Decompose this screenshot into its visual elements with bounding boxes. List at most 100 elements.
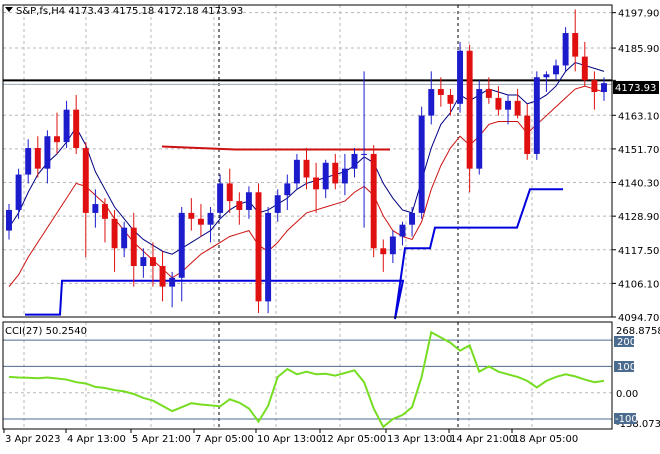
- candle-body[interactable]: [6, 209, 12, 231]
- price-tick-label: 4163.10: [618, 111, 659, 122]
- cci-level-100-text: 100: [617, 362, 636, 373]
- current-price-tag: [613, 81, 659, 94]
- candle-body[interactable]: [149, 257, 156, 266]
- candle-body[interactable]: [217, 183, 224, 213]
- candle-body[interactable]: [581, 56, 588, 81]
- level-layer: [3, 79, 612, 85]
- candle-layer: [6, 9, 607, 314]
- candle-body[interactable]: [476, 89, 483, 169]
- cci-level-m100-text: -100: [615, 414, 638, 425]
- candle-body[interactable]: [524, 115, 531, 154]
- time-tick-label: 5 Apr 21:00: [132, 434, 191, 445]
- time-tick-label: 14 Apr 21:00: [450, 434, 515, 445]
- candle-body[interactable]: [533, 77, 540, 154]
- candle-body[interactable]: [380, 248, 387, 255]
- time-tick-label: 13 Apr 13:00: [387, 434, 452, 445]
- chevron-down-icon[interactable]: [5, 7, 13, 12]
- candle-body[interactable]: [485, 89, 492, 98]
- time-tick-label: 10 Apr 13:00: [257, 434, 322, 445]
- candle-body[interactable]: [207, 212, 214, 225]
- cci-pane-border: [2, 321, 613, 430]
- candle-body[interactable]: [15, 174, 22, 210]
- time-tick-label: 18 Apr 05:00: [513, 434, 578, 445]
- candle-body[interactable]: [322, 162, 329, 190]
- time-tick-label: 12 Apr 05:00: [321, 434, 386, 445]
- price-tick-label: 4140.30: [618, 179, 659, 190]
- candle-body[interactable]: [399, 224, 406, 237]
- candle-body[interactable]: [25, 148, 32, 175]
- candle-body[interactable]: [255, 192, 262, 302]
- candle-body[interactable]: [44, 136, 51, 169]
- time-tick-label: 4 Apr 13:00: [67, 434, 126, 445]
- candle-body[interactable]: [572, 33, 579, 57]
- cci-layer: [3, 330, 612, 429]
- candle-body[interactable]: [591, 80, 598, 92]
- candle-body[interactable]: [457, 50, 464, 104]
- candle-body[interactable]: [73, 109, 80, 149]
- cci-scale-zero: 0.00: [616, 389, 638, 400]
- candle-body[interactable]: [169, 277, 176, 287]
- grid-layer: [3, 5, 612, 429]
- candle-body[interactable]: [121, 227, 128, 249]
- candle-body[interactable]: [370, 153, 377, 249]
- support-resistance-layer: [25, 145, 563, 320]
- cci-line[interactable]: [8, 330, 605, 429]
- candle-body[interactable]: [236, 201, 243, 210]
- candle-body[interactable]: [562, 33, 569, 66]
- candle-body[interactable]: [159, 265, 166, 287]
- candle-body[interactable]: [265, 212, 272, 302]
- candle-body[interactable]: [178, 212, 185, 278]
- candle-body[interactable]: [226, 183, 233, 202]
- candle-body[interactable]: [101, 204, 108, 219]
- cci-level-m100-badge: [614, 413, 636, 424]
- candle-body[interactable]: [34, 148, 41, 169]
- candle-body[interactable]: [303, 159, 310, 178]
- candle-body[interactable]: [553, 65, 559, 75]
- candle-body[interactable]: [409, 212, 416, 225]
- candle-body[interactable]: [437, 89, 444, 95]
- price-tick-label: 4106.10: [618, 279, 659, 290]
- candle-body[interactable]: [274, 195, 281, 213]
- support-step-line[interactable]: [25, 188, 563, 320]
- candle-body[interactable]: [447, 94, 454, 104]
- candle-body[interactable]: [284, 183, 291, 196]
- price-tick-label: 4128.90: [618, 212, 659, 223]
- price-tick-label: 4151.70: [618, 145, 659, 156]
- candle-body[interactable]: [514, 100, 521, 116]
- candle-body[interactable]: [601, 83, 607, 92]
- cci-level-200-text: 200: [617, 337, 636, 348]
- price-pane-border: [2, 4, 613, 318]
- candle-body[interactable]: [197, 218, 204, 225]
- resistance-step-line[interactable]: [161, 145, 390, 151]
- candle-body[interactable]: [341, 168, 348, 184]
- candle-body[interactable]: [82, 148, 89, 213]
- candle-body[interactable]: [63, 109, 70, 143]
- candle-body[interactable]: [505, 100, 512, 110]
- candle-body[interactable]: [351, 153, 358, 169]
- candle-body[interactable]: [389, 236, 396, 255]
- candle-body[interactable]: [361, 153, 368, 155]
- cci-indicator-label: CCI(27) 50.2540: [5, 326, 87, 337]
- candle-body[interactable]: [418, 115, 425, 213]
- candle-body[interactable]: [466, 50, 473, 169]
- slow-ma-line[interactable]: [8, 85, 605, 287]
- candle-body[interactable]: [111, 218, 118, 249]
- candle-body[interactable]: [332, 162, 339, 184]
- price-tick-label: 4117.50: [618, 246, 659, 257]
- candle-body[interactable]: [495, 97, 502, 110]
- candle-body[interactable]: [130, 227, 137, 266]
- candle-body[interactable]: [293, 159, 300, 184]
- candle-body[interactable]: [92, 204, 99, 213]
- candle-body[interactable]: [428, 89, 435, 116]
- candle-body[interactable]: [188, 212, 195, 219]
- time-tick-label: 3 Apr 2023: [5, 434, 60, 445]
- cci-level-100-badge: [614, 361, 634, 372]
- candle-body[interactable]: [54, 136, 60, 143]
- symbol-ohlc-line: S&P,fs,H4 4173.43 4175.18 4172.18 4173.9…: [16, 6, 243, 17]
- candle-body[interactable]: [245, 192, 252, 210]
- candle-body[interactable]: [543, 74, 550, 78]
- candle-body[interactable]: [313, 177, 320, 190]
- candle-body[interactable]: [140, 257, 147, 266]
